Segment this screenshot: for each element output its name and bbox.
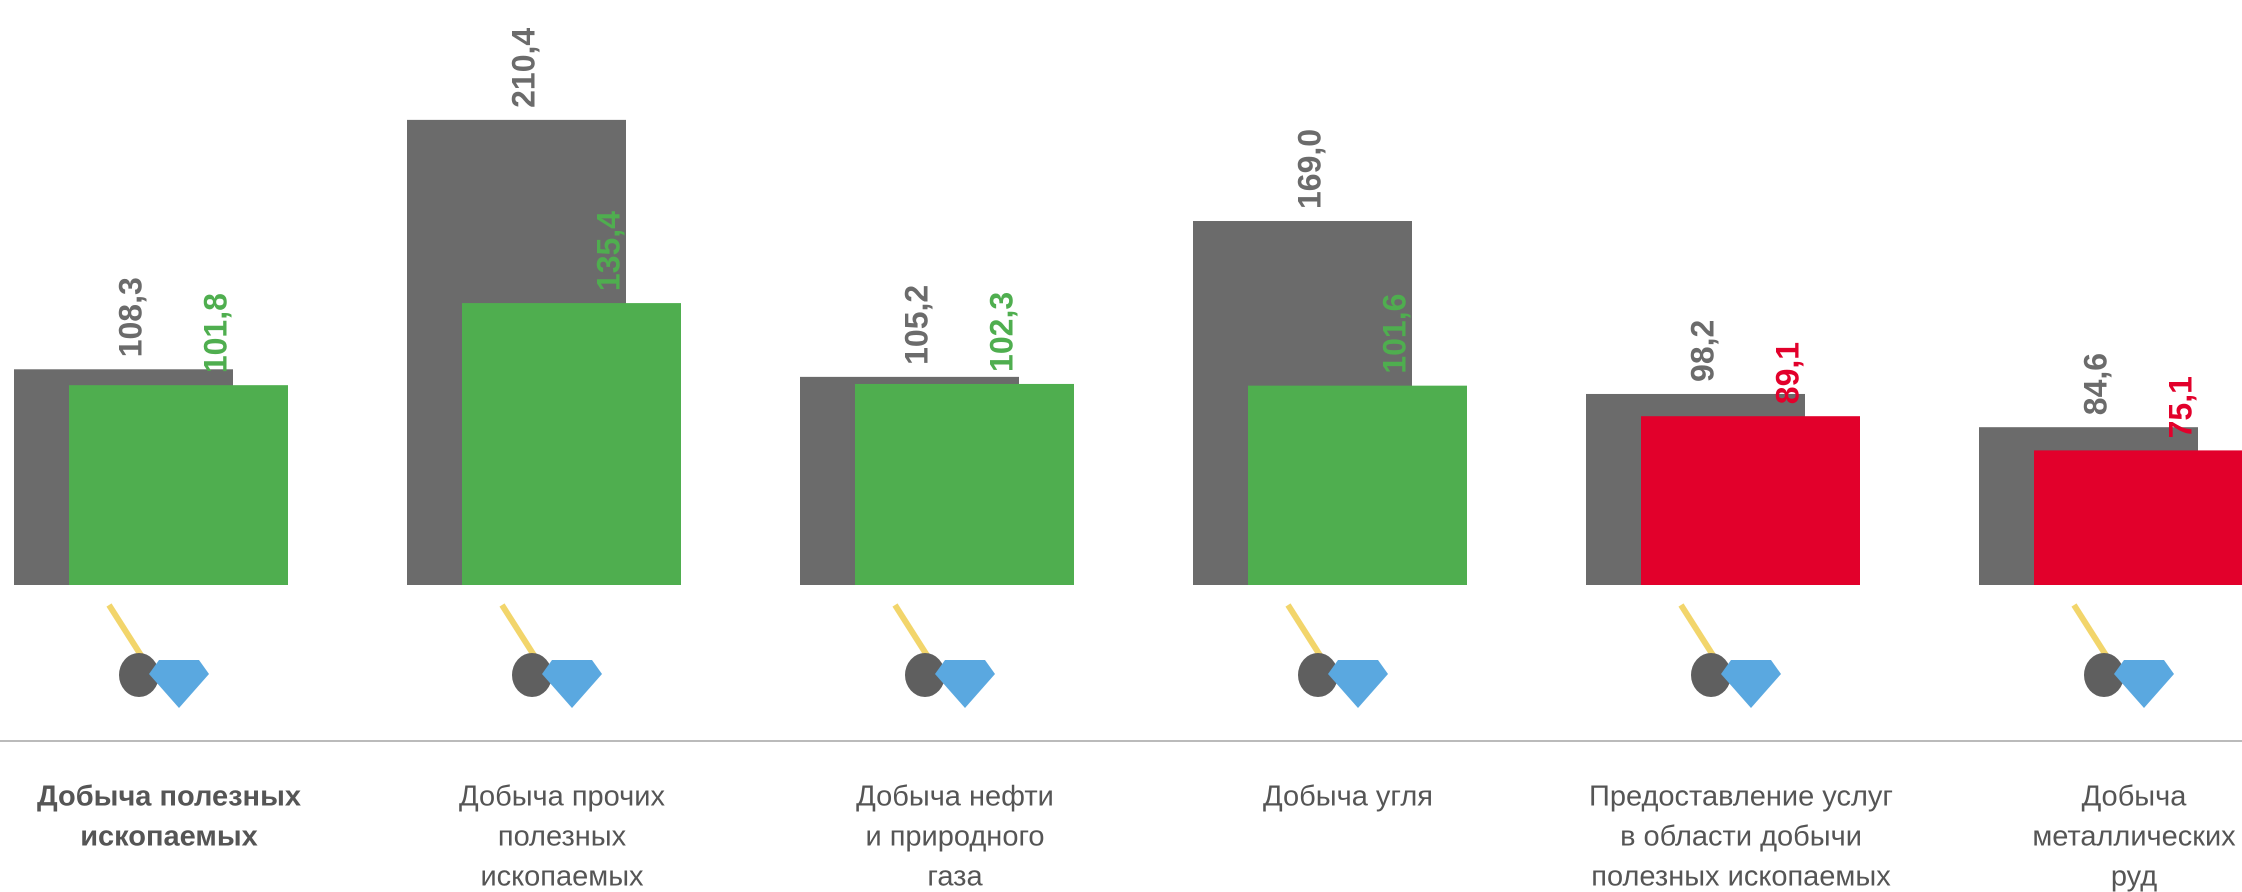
icon-gem (1721, 660, 1781, 708)
bar (855, 383, 1074, 585)
x-tick-label: полезных (498, 821, 627, 853)
icon-shovel (1298, 653, 1338, 697)
value-label: 101,8 (197, 293, 233, 373)
icon-handle (1285, 603, 1326, 662)
x-tick-label: Добыча (2082, 781, 2188, 813)
icon-shovel (119, 653, 159, 697)
bar (462, 303, 681, 585)
icon-shovel (905, 653, 945, 697)
value-label: 84,6 (2077, 353, 2113, 415)
icon-handle (2071, 603, 2112, 662)
x-tick-label: в области добычи (1620, 821, 1862, 853)
icon-gem (1328, 660, 1388, 708)
x-tick-label: ископаемых (480, 861, 644, 892)
value-label: 102,3 (983, 292, 1019, 372)
icon-gem (542, 660, 602, 708)
category-icon (2071, 603, 2174, 708)
x-tick-label: Добыча угля (1263, 781, 1433, 813)
x-tick-label: газа (927, 861, 983, 892)
value-label: 105,2 (898, 285, 934, 365)
icon-gem (149, 660, 209, 708)
icon-shovel (512, 653, 552, 697)
bar (1641, 416, 1860, 585)
value-label: 169,0 (1291, 129, 1327, 209)
category-icon (499, 603, 602, 708)
icon-handle (499, 603, 540, 662)
icon-handle (892, 603, 933, 662)
x-tick-label: и природного (865, 821, 1044, 853)
bar (1248, 385, 1467, 585)
value-label: 89,1 (1769, 342, 1805, 404)
value-label: 98,2 (1684, 320, 1720, 382)
value-label: 108,3 (112, 277, 148, 357)
x-tick-label: полезных ископаемых (1591, 861, 1891, 892)
category-icon (106, 603, 209, 708)
icon-handle (106, 603, 147, 662)
x-tick-label: Добыча прочих (459, 781, 665, 813)
x-tick-label: ископаемых (80, 821, 258, 853)
value-label: 135,4 (590, 211, 626, 291)
icon-gem (935, 660, 995, 708)
bar (69, 385, 288, 585)
category-icon (892, 603, 995, 708)
x-tick-label: Предоставление услуг (1589, 781, 1893, 813)
icon-handle (1678, 603, 1719, 662)
x-tick-label: Добыча полезных (37, 781, 301, 813)
x-tick-label: Добыча нефти (856, 781, 1054, 813)
value-label: 75,1 (2162, 376, 2198, 438)
x-tick-label: металлических (2032, 821, 2236, 853)
category-icon (1285, 603, 1388, 708)
category-icon (1678, 603, 1781, 708)
bar (2034, 450, 2242, 585)
value-label: 210,4 (505, 28, 541, 108)
value-label: 101,6 (1376, 294, 1412, 374)
x-tick-label: руд (2111, 861, 2157, 892)
icon-shovel (1691, 653, 1731, 697)
icon-shovel (2084, 653, 2124, 697)
icon-gem (2114, 660, 2174, 708)
